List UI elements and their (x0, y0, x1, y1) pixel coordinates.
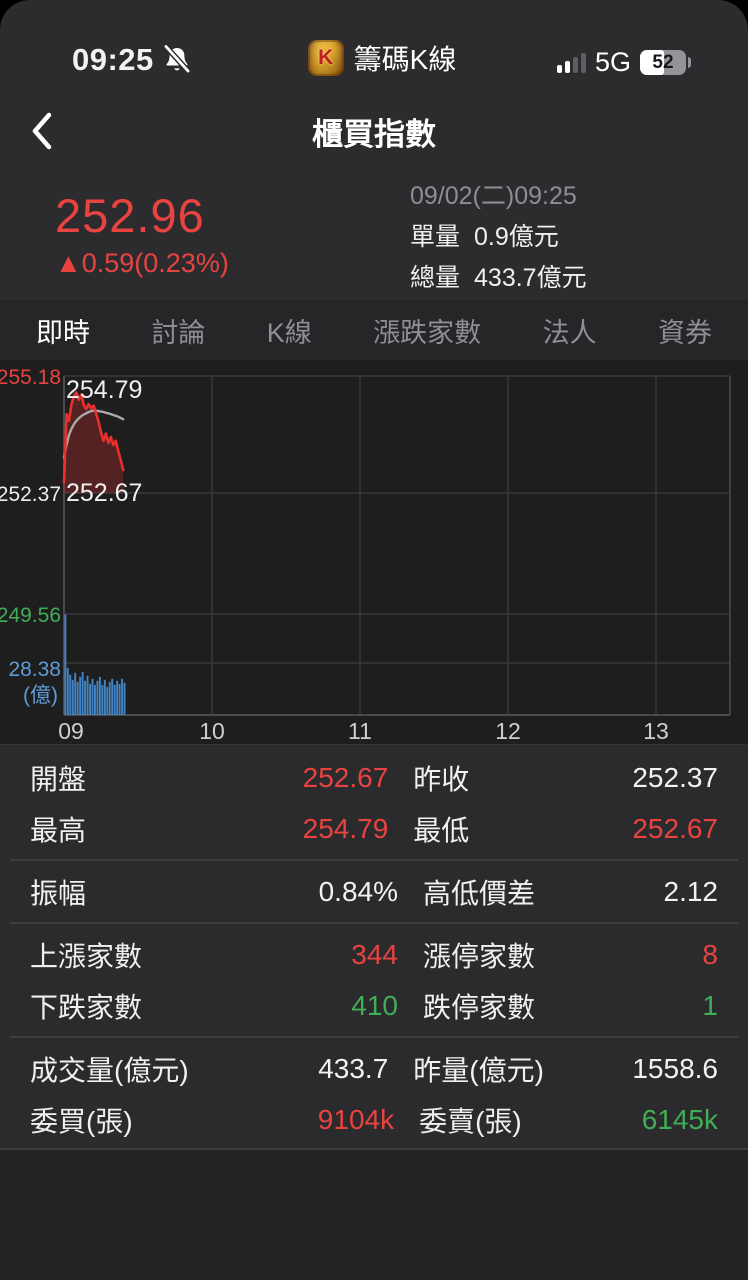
stat-label: 最高 (30, 814, 87, 846)
total-volume-label: 總量 (410, 264, 461, 292)
notifications-muted-icon (162, 44, 191, 74)
svg-text:13: 13 (643, 718, 669, 744)
stat-value: 410 (351, 989, 398, 1021)
table-row: 最高 254.79 最低 252.67 (10, 803, 738, 854)
stat-value: 254.79 (302, 812, 389, 844)
tab-5[interactable]: 資券 (657, 317, 712, 348)
stat-value: 252.67 (302, 761, 389, 793)
intraday-chart-svg: 255.18 252.37 249.56 28.38 (億) 254.79 252.67 09… (0, 366, 731, 744)
table-row: 成交量(億元) 433.7 昨量(億元) 1558.6 (10, 1043, 738, 1094)
stat-label: 漲停家數 (423, 940, 536, 972)
tab-2[interactable]: K線 (266, 317, 312, 348)
svg-text:09: 09 (58, 718, 84, 744)
page-title: 櫃買指數 (312, 116, 436, 152)
stat-label: 昨量(億元) (413, 1054, 544, 1086)
table-row: 開盤 252.67 昨收 252.37 (10, 752, 738, 803)
table-row: 上漲家數 344 漲停家數 8 (10, 929, 738, 980)
svg-text:252.37: 252.37 (0, 483, 61, 506)
total-volume-value: 433.7億元 (474, 264, 587, 292)
svg-text:11: 11 (348, 718, 372, 744)
table-row: 委買(張) 9104k 委賣(張) 6145k (10, 1094, 738, 1145)
back-button[interactable] (20, 106, 64, 156)
svg-text:252.67: 252.67 (66, 479, 142, 507)
stat-label: 開盤 (30, 763, 87, 795)
tab-4[interactable]: 法人 (542, 317, 597, 348)
stat-label: 高低價差 (423, 877, 536, 909)
stat-value: 433.7 (318, 1052, 389, 1084)
battery-icon: 52 (640, 50, 691, 75)
stat-value: 1 (702, 989, 718, 1021)
stats-group: 振幅 0.84% 高低價差 2.12 (10, 861, 738, 924)
battery-percent: 52 (652, 51, 674, 73)
stat-value: 344 (351, 938, 398, 970)
table-row: 振幅 0.84% 高低價差 2.12 (10, 866, 738, 917)
unit-volume-value: 0.9億元 (474, 223, 559, 251)
tab-3[interactable]: 漲跌家數 (373, 317, 482, 348)
chevron-left-icon (32, 112, 52, 150)
tab-1[interactable]: 討論 (151, 317, 206, 348)
total-volume-row: 總量 433.7億元 (410, 258, 718, 294)
index-price: 252.96 (55, 188, 205, 242)
stat-value: 1558.6 (632, 1052, 718, 1084)
svg-text:255.18: 255.18 (0, 366, 61, 389)
stat-value: 9104k (317, 1103, 395, 1135)
stat-value: 252.37 (632, 761, 718, 793)
stat-label: 上漲家數 (30, 940, 143, 972)
stats-group: 開盤 252.67 昨收 252.37 最高 254.79 最低 252.67 (10, 747, 738, 861)
svg-text:(億): (億) (23, 684, 58, 707)
stat-value: 2.12 (663, 875, 719, 907)
quote-datetime: 09/02(二)09:25 (410, 182, 577, 210)
stats-group: 上漲家數 344 漲停家數 8 下跌家數 410 跌停家數 1 (10, 924, 738, 1038)
stat-label: 下跌家數 (30, 991, 143, 1023)
stat-value: 8 (702, 938, 718, 970)
stat-value: 6145k (641, 1103, 718, 1135)
status-time: 09:25 (72, 42, 154, 77)
stat-label: 成交量(億元) (30, 1054, 189, 1086)
stat-label: 最低 (413, 814, 470, 846)
network-type: 5G (594, 47, 631, 77)
svg-text:254.79: 254.79 (66, 376, 142, 404)
stat-label: 振幅 (30, 877, 87, 909)
tab-0[interactable]: 即時 (36, 317, 90, 348)
unit-volume-row: 單量 0.9億元 (410, 217, 718, 253)
table-row: 下跌家數 410 跌停家數 1 (10, 980, 738, 1031)
stat-label: 委賣(張) (419, 1105, 522, 1137)
svg-text:12: 12 (495, 718, 521, 744)
stat-label: 委買(張) (30, 1105, 133, 1137)
stat-label: 跌停家數 (423, 991, 536, 1023)
quote-section: 252.96 ▲0.59(0.23%) 09/02(二)09:25 單量 0.9… (0, 170, 748, 300)
tab-bar: 即時 討論 K線 漲跌家數 法人 資券 (0, 300, 748, 360)
unit-volume-label: 單量 (410, 223, 461, 251)
bottom-spacer (0, 1148, 748, 1280)
stats-table: 開盤 252.67 昨收 252.37 最高 254.79 最低 252.67 振幅 0.84% 高… (0, 744, 748, 1150)
svg-text:249.56: 249.56 (0, 604, 61, 627)
stat-value: 0.84% (318, 875, 398, 907)
stat-value: 252.67 (632, 812, 718, 844)
app-icon: K (307, 40, 344, 76)
intraday-chart[interactable]: 255.18 252.37 249.56 28.38 (億) 254.79 252.67 09… (0, 360, 748, 744)
nav-header: 櫃買指數 (0, 92, 748, 170)
status-bar: 09:25 K 籌碼K線 5G 52 (0, 0, 748, 92)
cellular-signal-icon (556, 52, 586, 73)
index-change: ▲0.59(0.23%) (55, 248, 229, 279)
svg-text:28.38: 28.38 (8, 658, 61, 681)
svg-text:10: 10 (199, 718, 225, 744)
app-name: 籌碼K線 (353, 44, 457, 75)
stats-group: 成交量(億元) 433.7 昨量(億元) 1558.6 委買(張) 9104k 委賣(張) 6… (10, 1038, 738, 1150)
stat-label: 昨收 (413, 763, 470, 795)
